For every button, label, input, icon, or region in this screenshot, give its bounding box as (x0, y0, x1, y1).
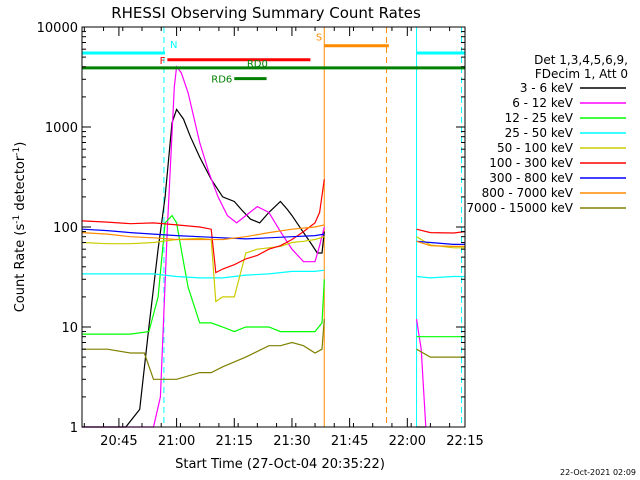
series-line (82, 214, 325, 335)
series-line (81, 236, 325, 303)
legend-entry-label: 7000 - 15000 keV (466, 201, 573, 215)
flag-label: RD6 (211, 75, 232, 86)
flag-label: F (160, 56, 166, 67)
plot-frame (81, 26, 466, 428)
series-line-after-gap (416, 240, 465, 245)
y-tick-label: 10000 (37, 21, 78, 36)
legend-header: FDecim 1, Att 0 (535, 67, 628, 81)
x-tick-label: 22:00 (389, 434, 426, 449)
footer-date: 22-Oct-2021 02:09 (560, 468, 636, 477)
series-line-after-gap (416, 348, 465, 358)
y-axis-label: Count Rate (s-1 detector-1) (12, 142, 28, 313)
series-line-after-gap (416, 240, 465, 247)
legend-entry-label: 6 - 12 keV (512, 96, 574, 110)
series-line (82, 269, 325, 279)
x-tick-label: 21:30 (273, 434, 310, 449)
series-line (81, 228, 325, 240)
legend-header: Det 1,3,4,5,6,9, (534, 53, 628, 67)
y-tick-label: 1000 (45, 121, 78, 136)
series-line (81, 224, 325, 241)
legend-entry-label: 25 - 50 keV (505, 126, 574, 140)
series-line (81, 179, 325, 274)
legend-entry-label: 800 - 7000 keV (482, 186, 574, 200)
series-line-after-gap (415, 319, 427, 428)
x-tick-label: 21:45 (331, 434, 368, 449)
x-tick-label: 20:45 (100, 434, 137, 449)
flag-label: S (316, 33, 322, 44)
x-tick-label: 21:15 (216, 434, 253, 449)
legend-entry-label: 50 - 100 keV (497, 141, 574, 155)
series-line-after-gap (416, 275, 465, 279)
legend: Det 1,3,4,5,6,9,FDecim 1, Att 03 - 6 keV… (466, 53, 628, 215)
y-tick-label: 100 (53, 221, 78, 236)
legend-entry-label: 12 - 25 keV (505, 111, 574, 125)
y-axis-label-sup1: -1 (12, 215, 22, 224)
series-line (82, 108, 325, 428)
x-tick-label: 22:15 (446, 434, 483, 449)
y-axis-label-sup2: -1 (12, 147, 22, 156)
x-axis-label: Start Time (27-Oct-04 20:35:22) (175, 457, 385, 472)
legend-entry-label: 3 - 6 keV (520, 81, 574, 95)
series-line (82, 319, 325, 380)
y-tick-label: 1 (70, 421, 78, 436)
x-tick-label: 21:00 (158, 434, 195, 449)
flag-label: RD0 (247, 59, 268, 70)
flag-label: N (170, 40, 177, 51)
series-line-after-gap (416, 228, 466, 234)
chart-title: RHESSI Observing Summary Count Rates (111, 4, 421, 22)
legend-entry-label: 100 - 300 keV (489, 156, 573, 170)
y-tick-label: 10 (61, 321, 78, 336)
legend-entry-label: 300 - 800 keV (489, 171, 573, 185)
